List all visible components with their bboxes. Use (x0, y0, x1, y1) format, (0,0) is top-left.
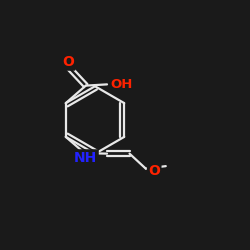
Text: NH: NH (74, 150, 98, 164)
Text: OH: OH (111, 78, 133, 91)
Text: O: O (148, 164, 160, 178)
Text: O: O (62, 56, 74, 69)
